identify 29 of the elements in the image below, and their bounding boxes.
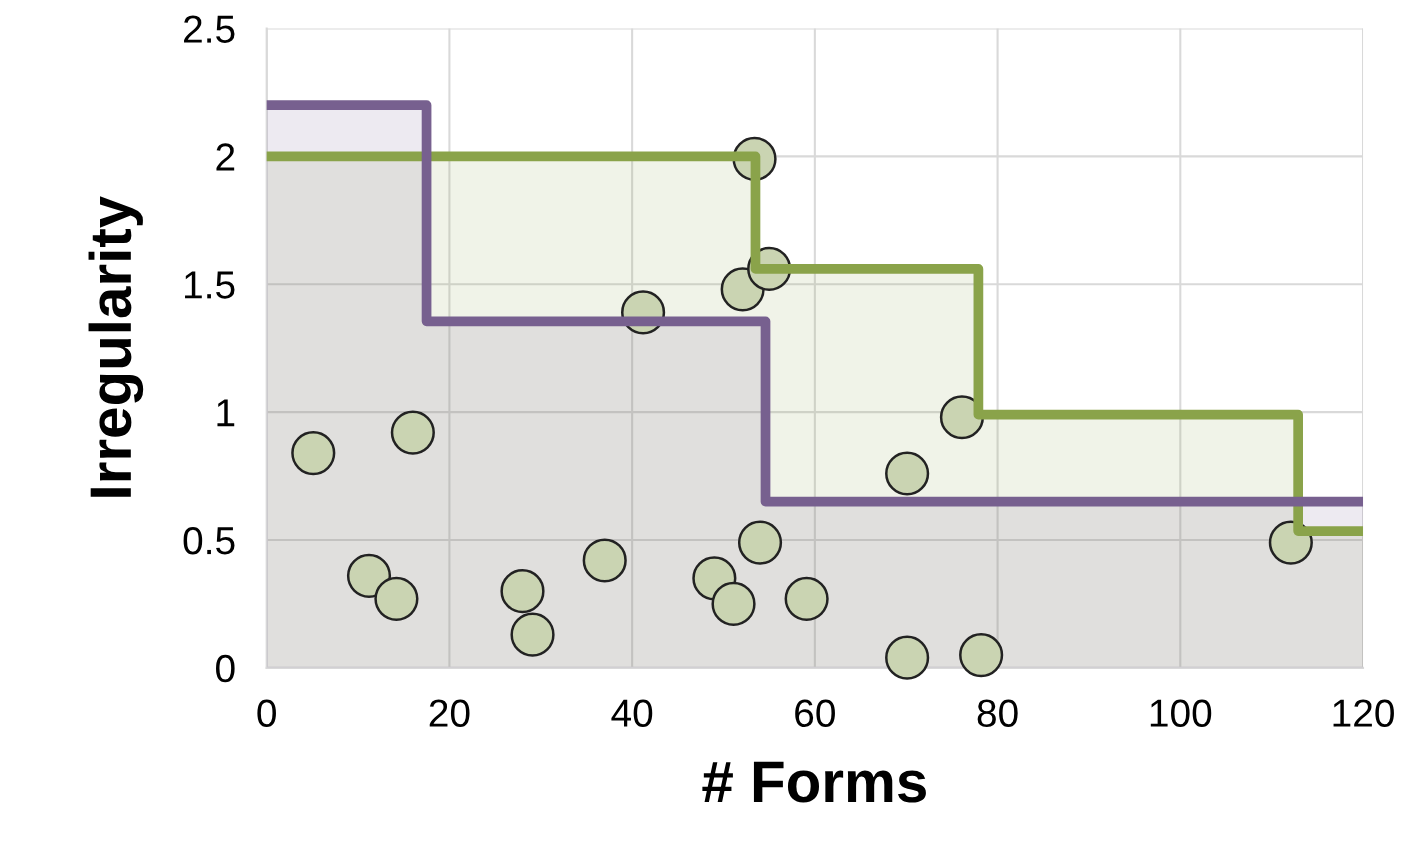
x-tick-label: 60 [795,699,835,727]
x-tick-label: 40 [611,699,653,727]
x-tick-label: 20 [429,699,470,727]
point [959,633,1004,678]
point [737,520,783,565]
point [291,430,336,476]
y-axis-title: Irregularity [88,196,144,497]
point [510,612,555,657]
x-tick-label: 120 [1333,699,1394,727]
x-tick-label: 80 [977,699,1018,727]
point [939,395,985,440]
point [374,576,419,621]
y-tick-label: 0 [216,654,235,683]
y-tick-label: 1 [217,399,235,427]
point [885,451,930,496]
x-tick-label: 100 [1150,699,1212,727]
point [500,569,545,614]
point [582,538,627,583]
point [784,576,829,621]
y-tick-label: 1.5 [185,271,235,299]
x-axis-title: # Forms [702,761,926,803]
point [390,410,435,455]
point [346,553,392,598]
x-tick-label: 0 [257,699,276,727]
point [711,581,756,627]
y-tick-label: 2.5 [184,15,235,43]
point [885,635,930,680]
y-tick-label: 0.5 [183,526,235,555]
y-tick-label: 2 [216,143,235,171]
